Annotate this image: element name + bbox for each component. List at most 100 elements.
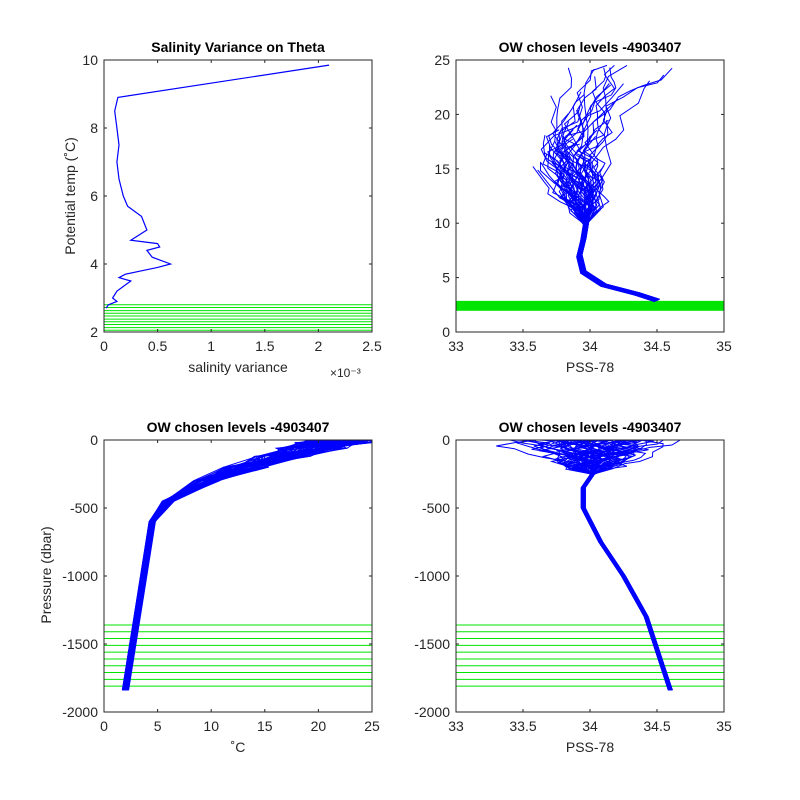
profile-line — [121, 440, 372, 691]
y-tick-label: 20 — [434, 106, 450, 122]
y-tick-label: 10 — [434, 215, 450, 231]
profile-line — [125, 440, 372, 691]
profile-line — [125, 440, 372, 691]
panel-title: Salinity Variance on Theta — [151, 39, 325, 55]
y-tick-label: 0 — [442, 324, 450, 340]
x-tick-label: 0 — [100, 338, 108, 354]
profile-line — [126, 440, 357, 691]
profile-line — [126, 440, 372, 691]
variance-profile-line — [105, 64, 330, 309]
chosen-level-band — [456, 300, 724, 311]
profile-line — [123, 440, 372, 691]
profile-line — [539, 440, 670, 691]
profile-line — [552, 440, 673, 691]
profile-line — [122, 440, 340, 691]
x-tick-label: 10 — [203, 718, 219, 734]
y-tick-label: -1000 — [414, 568, 450, 584]
profile-line — [127, 440, 372, 691]
profile-line — [568, 165, 658, 301]
profile-line — [126, 440, 372, 691]
profile-line — [123, 440, 344, 691]
profile-line — [124, 440, 358, 691]
panel-salinity-variance: Salinity Variance on Theta salinity vari… — [62, 39, 382, 380]
x-tick-label: 0 — [100, 718, 108, 734]
x-tick-label: 34 — [582, 338, 598, 354]
profile-line — [127, 440, 370, 691]
profile-line — [558, 440, 670, 691]
profile-line — [124, 440, 363, 691]
panel-title: OW chosen levels -4903407 — [499, 419, 682, 435]
x-tick-label: 34.5 — [643, 718, 670, 734]
profile-line — [556, 64, 659, 301]
panel-salinity-theta: OW chosen levels -4903407 PSS-78 33 33.5 3… — [434, 39, 732, 375]
profile-line — [537, 440, 670, 691]
profile-line — [122, 440, 368, 691]
profile-line — [123, 440, 356, 691]
panel-title: OW chosen levels -4903407 — [147, 419, 330, 435]
x-tick-label: 1 — [207, 338, 215, 354]
x-tick-label: 33 — [448, 338, 464, 354]
profile-line — [126, 440, 356, 691]
y-tick-label: 2 — [90, 324, 98, 340]
profile-line — [127, 440, 357, 691]
x-tick-label: 35 — [716, 718, 732, 734]
panel-temperature-pressure: OW chosen levels -4903407 ˚C Pressure (d… — [38, 419, 380, 755]
profile-line — [568, 440, 671, 691]
profile-line — [556, 440, 670, 691]
profile-line — [577, 162, 660, 300]
x-tick-label: 2.5 — [362, 338, 382, 354]
profile-line — [496, 440, 672, 691]
profile-line — [122, 440, 358, 691]
profile-line — [580, 67, 673, 300]
profile-line — [559, 157, 660, 301]
profile-line — [561, 129, 656, 302]
x-tick-label: 25 — [364, 718, 380, 734]
y-tick-label: -2000 — [414, 704, 450, 720]
plot-area — [456, 64, 724, 311]
profile-line — [123, 440, 372, 691]
profile-line — [126, 440, 356, 691]
x-tick-label: 34.5 — [643, 338, 670, 354]
profile-line — [125, 440, 371, 691]
profile-line — [125, 440, 344, 691]
profile-line — [126, 441, 372, 691]
profile-line — [122, 440, 362, 691]
x-axis-label: PSS-78 — [566, 359, 614, 375]
profile-line — [128, 440, 342, 691]
profile-line — [551, 440, 673, 691]
profile-line — [124, 440, 339, 691]
profile-line — [547, 440, 672, 691]
profile-line — [123, 440, 321, 691]
profile-line — [556, 440, 669, 691]
profile-line — [554, 440, 670, 691]
x-tick-label: 0.5 — [148, 338, 168, 354]
y-tick-label: 5 — [442, 270, 450, 286]
profile-line — [584, 440, 682, 691]
y-tick-label: -1500 — [62, 636, 98, 652]
profile-line — [552, 440, 671, 691]
y-tick-label: -500 — [422, 500, 450, 516]
y-axis-label: Pressure (dbar) — [38, 526, 54, 623]
profile-line — [126, 440, 371, 691]
profile-line — [539, 440, 673, 691]
profile-line — [122, 440, 369, 691]
x-tick-label: 2 — [315, 338, 323, 354]
profile-line — [122, 440, 353, 691]
y-tick-label: 15 — [434, 161, 450, 177]
profile-line — [122, 440, 368, 691]
y-tick-label: -1500 — [414, 636, 450, 652]
profile-line — [558, 440, 672, 691]
profile-line — [121, 440, 339, 691]
x-tick-label: 15 — [257, 718, 273, 734]
y-tick-label: 0 — [442, 432, 450, 448]
x-tick-label: 33.5 — [509, 718, 536, 734]
profile-line — [562, 121, 657, 302]
profile-line — [539, 440, 673, 691]
plot-area — [104, 64, 372, 331]
profile-line — [122, 440, 370, 691]
profile-line — [124, 440, 359, 691]
profile-line — [126, 440, 372, 691]
profile-line — [124, 440, 346, 691]
profile-line — [124, 440, 343, 691]
